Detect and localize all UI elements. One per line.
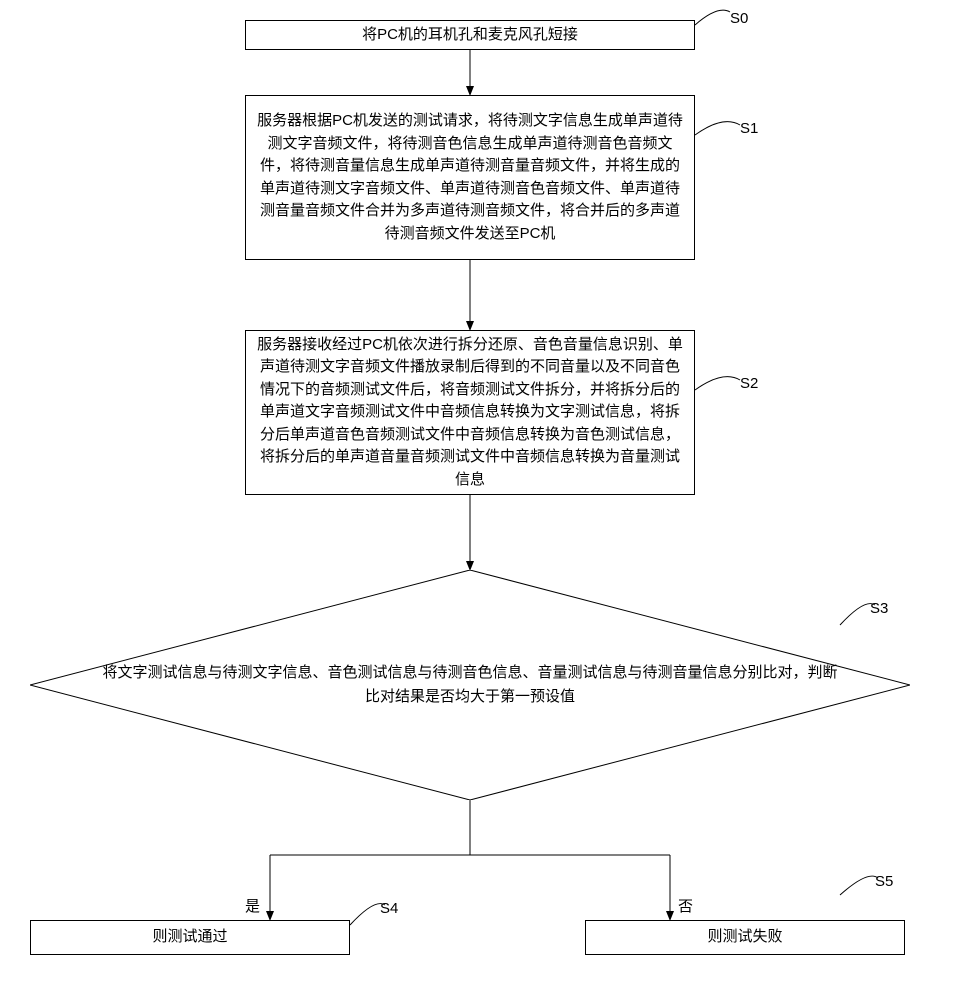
node-text: 服务器根据PC机发送的测试请求，将待测文字信息生成单声道待测文字音频文件，将待测… xyxy=(256,110,684,245)
node-text: 将文字测试信息与待测文字信息、音色测试信息与待测音色信息、音量测试信息与待测音量… xyxy=(30,570,910,800)
node-text: 则测试通过 xyxy=(152,926,227,949)
step-label-s3: S3 xyxy=(870,600,888,617)
flow-node-s1: 服务器根据PC机发送的测试请求，将待测文字信息生成单声道待测文字音频文件，将待测… xyxy=(245,95,695,260)
step-label-s1: S1 xyxy=(740,120,758,137)
flow-node-s0: 将PC机的耳机孔和麦克风孔短接 xyxy=(245,20,695,50)
step-label-s4: S4 xyxy=(380,900,398,917)
flow-node-s2: 服务器接收经过PC机依次进行拆分还原、音色音量信息识别、单声道待测文字音频文件播… xyxy=(245,330,695,495)
step-label-s5: S5 xyxy=(875,873,893,890)
node-text: 则测试失败 xyxy=(707,926,782,949)
flow-decision-s3: 将文字测试信息与待测文字信息、音色测试信息与待测音色信息、音量测试信息与待测音量… xyxy=(30,570,910,800)
node-text: 服务器接收经过PC机依次进行拆分还原、音色音量信息识别、单声道待测文字音频文件播… xyxy=(256,334,684,492)
branch-label-no: 否 xyxy=(678,895,693,916)
node-text: 将PC机的耳机孔和麦克风孔短接 xyxy=(362,24,578,47)
step-label-s0: S0 xyxy=(730,10,748,27)
branch-label-yes: 是 xyxy=(245,895,260,916)
flow-node-s4: 则测试通过 xyxy=(30,920,350,955)
flow-node-s5: 则测试失败 xyxy=(585,920,905,955)
step-label-s2: S2 xyxy=(740,375,758,392)
